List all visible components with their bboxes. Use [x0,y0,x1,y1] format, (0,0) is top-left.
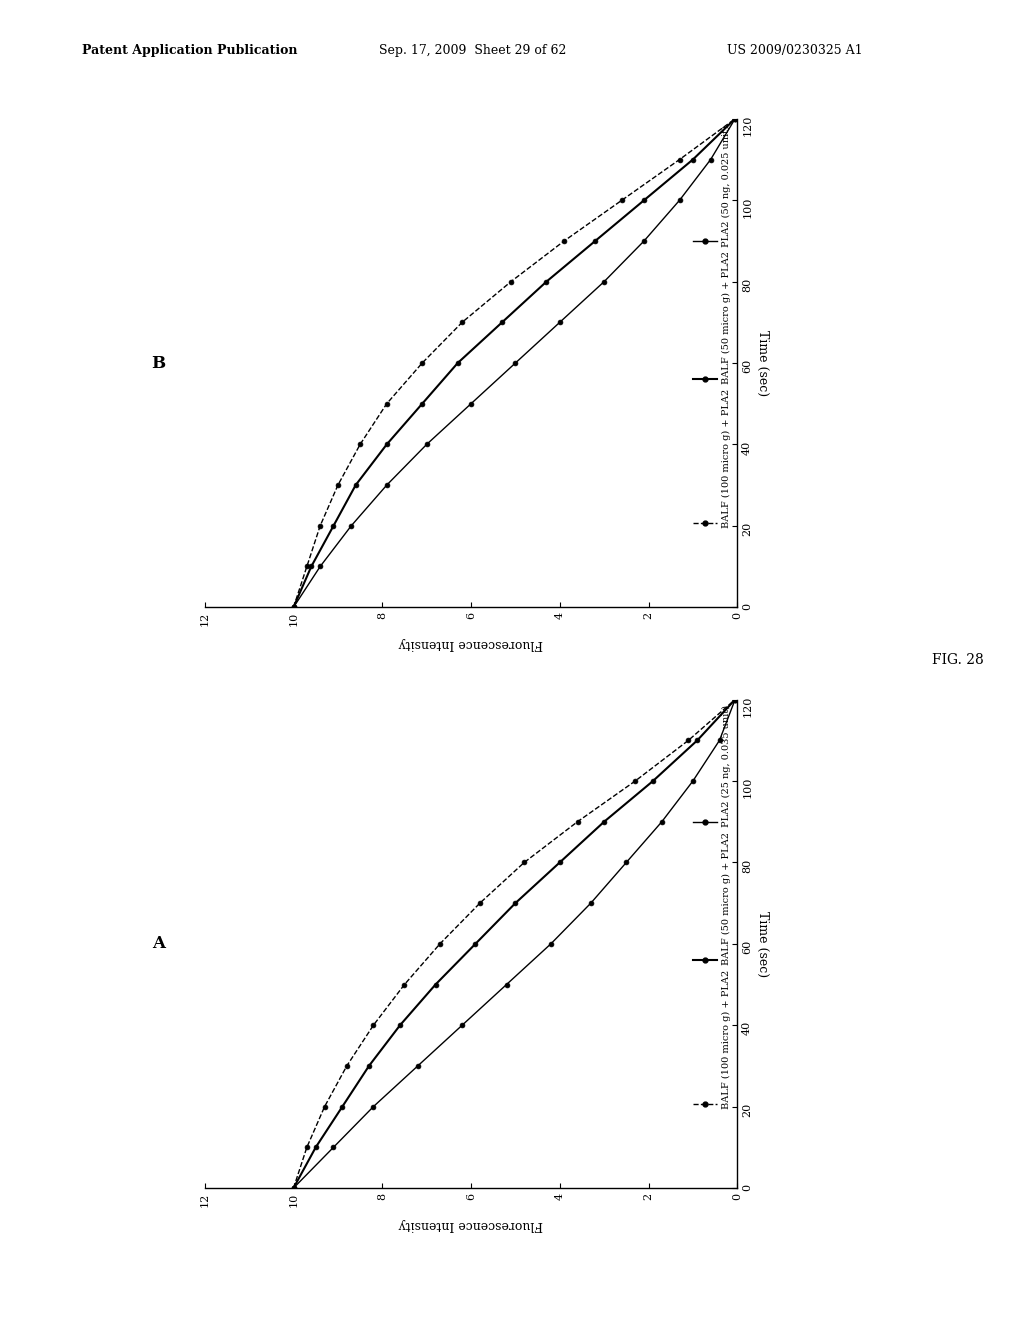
X-axis label: Fluorescence Intensity: Fluorescence Intensity [398,1218,544,1232]
Legend: PLA2 (50 ng, 0.025 unit), BALF (50 micro g) + PLA2, BALF (100 micro g) + PLA2: PLA2 (50 ng, 0.025 unit), BALF (50 micro… [689,120,735,532]
Text: US 2009/0230325 A1: US 2009/0230325 A1 [727,44,862,57]
Text: Patent Application Publication: Patent Application Publication [82,44,297,57]
Text: A: A [153,936,165,952]
Y-axis label: Time (sec): Time (sec) [756,330,769,396]
Y-axis label: Time (sec): Time (sec) [756,911,769,977]
X-axis label: Fluorescence Intensity: Fluorescence Intensity [398,638,544,651]
Text: Sep. 17, 2009  Sheet 29 of 62: Sep. 17, 2009 Sheet 29 of 62 [379,44,566,57]
Legend: PLA2 (25 ng, 0.035 unit), BALF (50 micro g) + PLA2, BALF (100 micro g) + PLA2: PLA2 (25 ng, 0.035 unit), BALF (50 micro… [689,701,735,1113]
Text: FIG. 28: FIG. 28 [932,653,983,667]
Text: B: B [152,355,166,371]
